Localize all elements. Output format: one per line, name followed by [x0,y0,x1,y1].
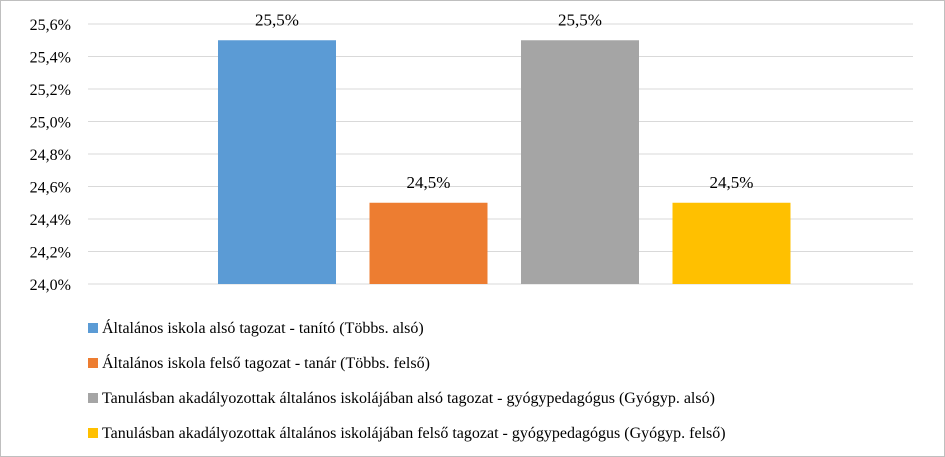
y-tick-label: 25,4% [30,50,71,67]
legend-entry: Általános iskola felső tagozat - tanár (… [102,353,430,372]
legend-swatch [88,428,98,438]
y-tick-label: 24,4% [30,212,71,229]
data-label: 24,5% [407,173,451,192]
data-label: 25,5% [558,10,602,29]
legend-entry: Általános iskola alsó tagozat - tanító (… [102,318,424,337]
y-tick-label: 24,8% [30,147,71,164]
data-labels: 25,5% 24,5% 25,5% 24,5% [255,10,753,192]
y-tick-label: 24,2% [30,245,71,262]
legend-swatch [88,323,98,333]
y-tick-label: 24,6% [30,180,71,197]
bar [521,40,639,284]
y-tick-label: 25,6% [30,17,71,34]
legend-swatch [88,358,98,368]
legend-entry: Tanulásban akadályozottak általános isko… [102,390,715,407]
y-tick-label: 25,0% [30,115,71,132]
legend: Általános iskola alsó tagozat - tanító (… [88,318,726,442]
bar [218,40,336,284]
bar [672,202,791,284]
y-axis-labels: 24,0% 24,2% 24,4% 24,6% 24,8% 25,0% 25,2% 25,4%… [30,17,71,294]
legend-entry: Tanulásban akadályozottak általános isko… [102,425,726,442]
data-label: 25,5% [255,10,299,29]
bar [369,202,488,284]
y-tick-label: 25,2% [30,82,71,99]
data-label: 24,5% [710,173,754,192]
bars [218,40,791,284]
y-tick-label: 24,0% [30,277,71,294]
legend-swatch [88,393,98,403]
